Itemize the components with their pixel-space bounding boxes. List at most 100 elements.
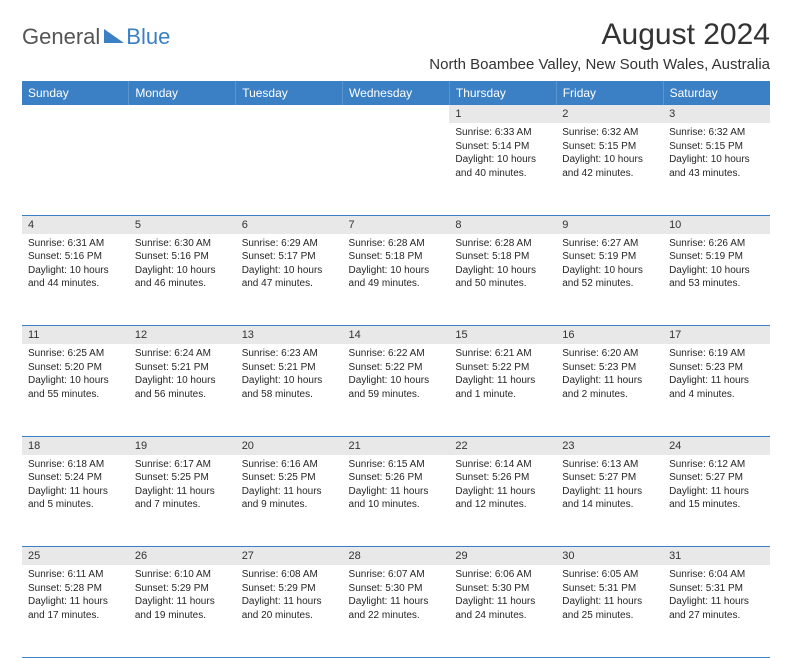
day-detail-line: Sunrise: 6:28 AM	[455, 237, 550, 251]
title-block: August 2024 North Boambee Valley, New So…	[429, 18, 770, 73]
day-detail-line: Sunset: 5:31 PM	[669, 582, 764, 596]
day-number: 14	[343, 326, 450, 344]
day-number: 23	[556, 437, 663, 455]
day-detail-line: Daylight: 10 hours and 44 minutes.	[28, 264, 123, 291]
day-cell: Sunrise: 6:29 AMSunset: 5:17 PMDaylight:…	[236, 234, 343, 326]
day-detail-line: Daylight: 11 hours and 20 minutes.	[242, 595, 337, 622]
week-body-row: Sunrise: 6:18 AMSunset: 5:24 PMDaylight:…	[22, 455, 770, 547]
week-body-row: Sunrise: 6:25 AMSunset: 5:20 PMDaylight:…	[22, 344, 770, 436]
day-details: Sunrise: 6:23 AMSunset: 5:21 PMDaylight:…	[236, 344, 343, 405]
day-details: Sunrise: 6:27 AMSunset: 5:19 PMDaylight:…	[556, 234, 663, 295]
day-cell: Sunrise: 6:21 AMSunset: 5:22 PMDaylight:…	[449, 344, 556, 436]
day-detail-line: Sunrise: 6:27 AM	[562, 237, 657, 251]
week-body-row: Sunrise: 6:31 AM Sunset: 5:16 PM Daylight:…	[22, 234, 770, 326]
day-detail-line: Sunset: 5:17 PM	[242, 250, 337, 264]
header-row: General Blue August 2024 North Boambee V…	[22, 18, 770, 73]
day-cell: Sunrise: 6:23 AMSunset: 5:21 PMDaylight:…	[236, 344, 343, 436]
day-detail-line: Sunrise: 6:15 AM	[349, 458, 444, 472]
day-number-cell: 5	[129, 215, 236, 234]
day-detail-line: Daylight: 11 hours and 10 minutes.	[349, 485, 444, 512]
day-detail-line: Sunset: 5:27 PM	[669, 471, 764, 485]
day-detail-line: Sunrise: 6:21 AM	[455, 347, 550, 361]
day-detail-line: Daylight: 10 hours and 55 minutes.	[28, 374, 123, 401]
day-details	[129, 123, 236, 130]
day-cell: Sunrise: 6:16 AMSunset: 5:25 PMDaylight:…	[236, 455, 343, 547]
day-number: 9	[556, 216, 663, 234]
day-number-cell: 9	[556, 215, 663, 234]
day-cell: Sunrise: 6:22 AMSunset: 5:22 PMDaylight:…	[343, 344, 450, 436]
day-cell: Sunrise: 6:08 AMSunset: 5:29 PMDaylight:…	[236, 565, 343, 657]
day-detail-line: Daylight: 10 hours and 53 minutes.	[669, 264, 764, 291]
month-title: August 2024	[429, 18, 770, 52]
day-detail-line: Sunrise: 6:31 AM	[28, 237, 123, 251]
day-number: 3	[663, 105, 770, 123]
day-number: 11	[22, 326, 129, 344]
day-detail-line: Daylight: 11 hours and 14 minutes.	[562, 485, 657, 512]
day-number-cell	[22, 105, 129, 123]
day-cell	[22, 123, 129, 215]
day-detail-line: Sunset: 5:28 PM	[28, 582, 123, 596]
day-number-cell: 22	[449, 436, 556, 455]
day-details: Sunrise: 6:05 AMSunset: 5:31 PMDaylight:…	[556, 565, 663, 626]
day-number-cell: 19	[129, 436, 236, 455]
day-cell: Sunrise: 6:28 AMSunset: 5:18 PMDaylight:…	[449, 234, 556, 326]
day-number-cell: 21	[343, 436, 450, 455]
day-detail-line: Sunset: 5:16 PM	[135, 250, 230, 264]
day-detail-line: Sunset: 5:23 PM	[669, 361, 764, 375]
day-detail-line: Sunrise: 6:25 AM	[28, 347, 123, 361]
day-number: 27	[236, 547, 343, 565]
day-number-cell: 18	[22, 436, 129, 455]
day-detail-line: Sunrise: 6:24 AM	[135, 347, 230, 361]
day-detail-line: Sunrise: 6:12 AM	[669, 458, 764, 472]
day-details: Sunrise: 6:04 AMSunset: 5:31 PMDaylight:…	[663, 565, 770, 626]
day-details: Sunrise: 6:07 AMSunset: 5:30 PMDaylight:…	[343, 565, 450, 626]
day-number: 30	[556, 547, 663, 565]
day-cell: Sunrise: 6:32 AMSunset: 5:15 PMDaylight:…	[663, 123, 770, 215]
week-number-row: 25262728293031	[22, 547, 770, 566]
week-body-row: Sunrise: 6:11 AMSunset: 5:28 PMDaylight:…	[22, 565, 770, 657]
day-header: Sunday	[22, 81, 129, 105]
day-number: 4	[22, 216, 129, 234]
day-number: 8	[449, 216, 556, 234]
day-detail-line: Sunset: 5:27 PM	[562, 471, 657, 485]
day-details: Sunrise: 6:33 AMSunset: 5:14 PMDaylight:…	[449, 123, 556, 184]
day-detail-line: Sunset: 5:15 PM	[562, 140, 657, 154]
day-number-cell: 2	[556, 105, 663, 123]
day-details: Sunrise: 6:19 AMSunset: 5:23 PMDaylight:…	[663, 344, 770, 405]
day-detail-line: Sunrise: 6:17 AM	[135, 458, 230, 472]
day-number: 17	[663, 326, 770, 344]
day-details: Sunrise: 6:25 AMSunset: 5:20 PMDaylight:…	[22, 344, 129, 405]
day-detail-line: Sunrise: 6:08 AM	[242, 568, 337, 582]
day-details: Sunrise: 6:24 AMSunset: 5:21 PMDaylight:…	[129, 344, 236, 405]
day-details: Sunrise: 6:32 AMSunset: 5:15 PMDaylight:…	[556, 123, 663, 184]
day-detail-line: Sunset: 5:26 PM	[455, 471, 550, 485]
day-header: Tuesday	[236, 81, 343, 105]
day-number: 1	[449, 105, 556, 123]
day-details: Sunrise: 6:22 AMSunset: 5:22 PMDaylight:…	[343, 344, 450, 405]
day-number-cell: 29	[449, 547, 556, 566]
day-details: Sunrise: 6:15 AMSunset: 5:26 PMDaylight:…	[343, 455, 450, 516]
day-header: Friday	[556, 81, 663, 105]
day-cell: Sunrise: 6:15 AMSunset: 5:26 PMDaylight:…	[343, 455, 450, 547]
day-details: Sunrise: 6:18 AMSunset: 5:24 PMDaylight:…	[22, 455, 129, 516]
day-detail-line: Daylight: 10 hours and 49 minutes.	[349, 264, 444, 291]
day-number: 12	[129, 326, 236, 344]
day-number: 28	[343, 547, 450, 565]
day-detail-line: Daylight: 11 hours and 4 minutes.	[669, 374, 764, 401]
day-detail-line: Sunset: 5:22 PM	[455, 361, 550, 375]
day-detail-line: Sunrise: 6:32 AM	[562, 126, 657, 140]
day-detail-line: Sunrise: 6:04 AM	[669, 568, 764, 582]
day-details: Sunrise: 6:32 AMSunset: 5:15 PMDaylight:…	[663, 123, 770, 184]
day-number: 6	[236, 216, 343, 234]
calendar-table: SundayMondayTuesdayWednesdayThursdayFrid…	[22, 81, 770, 658]
day-details	[22, 123, 129, 130]
day-details: Sunrise: 6:14 AMSunset: 5:26 PMDaylight:…	[449, 455, 556, 516]
day-detail-line: Sunset: 5:30 PM	[349, 582, 444, 596]
day-detail-line: Sunset: 5:30 PM	[455, 582, 550, 596]
day-detail-line: Daylight: 11 hours and 12 minutes.	[455, 485, 550, 512]
day-number: 26	[129, 547, 236, 565]
day-detail-line: Sunset: 5:19 PM	[669, 250, 764, 264]
week-number-row: 18192021222324	[22, 436, 770, 455]
day-number-cell: 14	[343, 326, 450, 345]
day-detail-line: Daylight: 11 hours and 9 minutes.	[242, 485, 337, 512]
